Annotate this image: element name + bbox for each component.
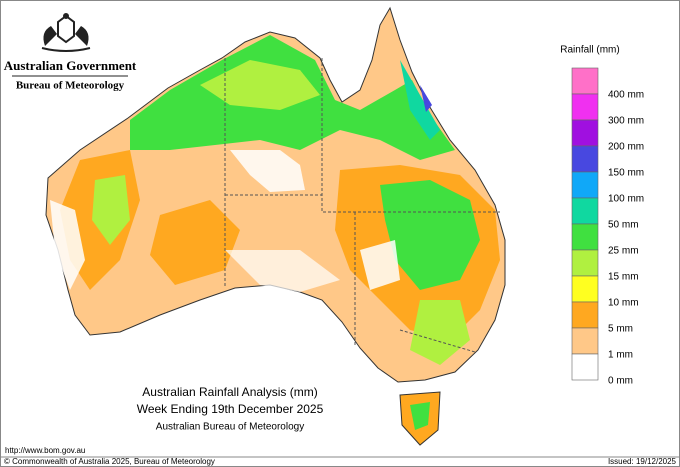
legend-swatch	[571, 119, 599, 147]
agency: Bureau of Meteorology	[16, 80, 125, 92]
legend-swatch	[571, 353, 599, 381]
copyright: © Commonwealth of Australia 2025, Bureau…	[4, 457, 215, 466]
legend-label: 25 mm	[608, 246, 639, 257]
legend-label: 150 mm	[608, 168, 644, 179]
legend-swatch	[571, 223, 599, 251]
legend-title: Rainfall (mm)	[560, 45, 619, 56]
australia	[45, 6, 506, 446]
legend-swatch	[571, 327, 599, 355]
map-source: Australian Bureau of Meteorology	[156, 422, 304, 433]
legend-swatch	[571, 249, 599, 277]
coat-of-arms	[41, 13, 91, 52]
legend-label: 5 mm	[608, 324, 633, 335]
legend-swatch	[571, 171, 599, 199]
legend-swatch	[571, 145, 599, 173]
legend-label: 1 mm	[608, 350, 633, 361]
legend-swatch	[571, 197, 599, 225]
map-title: Australian Rainfall Analysis (mm)	[142, 385, 317, 399]
issued: Issued: 19/12/2025	[608, 457, 677, 466]
legend-label: 300 mm	[608, 116, 644, 127]
map-subtitle: Week Ending 19th December 2025	[137, 402, 324, 416]
legend-label: 0 mm	[608, 376, 633, 387]
legend-label: 10 mm	[608, 298, 639, 309]
legend-swatch	[571, 301, 599, 329]
government: Australian Government	[4, 58, 137, 73]
url: http://www.bom.gov.au	[5, 446, 85, 455]
legend-swatch	[571, 275, 599, 303]
legend-label: 50 mm	[608, 220, 639, 231]
legend-label: 400 mm	[608, 90, 644, 101]
legend: Rainfall (mm) 400 mm 300 mm 200 mm 150 mm 10…	[560, 45, 644, 387]
legend-swatch	[571, 93, 599, 121]
legend-label: 200 mm	[608, 142, 644, 153]
legend-label: 100 mm	[608, 194, 644, 205]
legend-swatch	[571, 67, 599, 95]
legend-label: 15 mm	[608, 272, 639, 283]
